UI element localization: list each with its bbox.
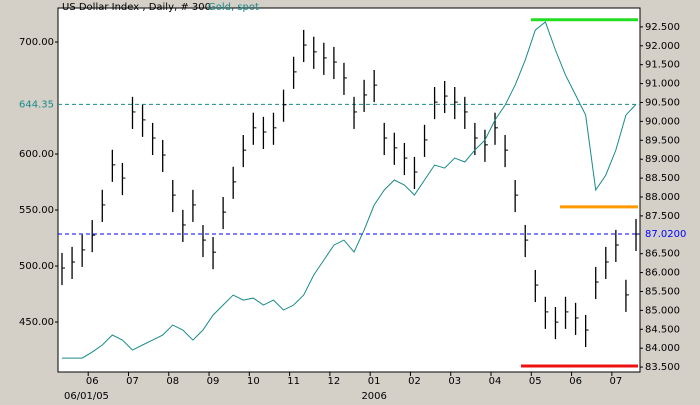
gold-line xyxy=(62,21,637,359)
x-tick-label: 09 xyxy=(207,376,220,387)
y-tick-label: 700.00 xyxy=(19,37,54,48)
x-tick-label: 03 xyxy=(448,376,461,387)
x-tick-label: 12 xyxy=(328,376,341,387)
y2-tick-label: 90.500 xyxy=(645,97,680,108)
x-tick-label: 06 xyxy=(86,376,99,387)
y2-tick-label: 86.000 xyxy=(645,268,680,279)
y2-tick-label: 89.500 xyxy=(645,135,680,146)
x-tick-label: 06 xyxy=(569,376,582,387)
y2-tick-label: 92.000 xyxy=(645,41,680,52)
y2-tick-label: 87.500 xyxy=(645,211,680,222)
legend-gold: Gold, spot xyxy=(208,2,259,13)
year-label: 2006 xyxy=(361,391,386,402)
y-tick-label: 500.00 xyxy=(19,261,54,272)
y2-tick-label: 89.000 xyxy=(645,154,680,165)
x-tick-label: 07 xyxy=(126,376,139,387)
y2-tick-label: 91.000 xyxy=(645,79,680,90)
x-tick-label: 05 xyxy=(529,376,542,387)
y2-tick-label: 84.500 xyxy=(645,324,680,335)
last-value-label: 87.0200 xyxy=(645,229,686,240)
y2-tick-label: 86.500 xyxy=(645,249,680,260)
last-value-label: 644.35 xyxy=(19,99,54,110)
x-tick-label: 04 xyxy=(489,376,502,387)
plot-area xyxy=(57,7,641,373)
x-tick-label: 11 xyxy=(287,376,300,387)
y2-tick-label: 85.000 xyxy=(645,305,680,316)
y-tick-label: 450.00 xyxy=(19,317,54,328)
y2-tick-label: 88.000 xyxy=(645,192,680,203)
y2-tick-label: 85.500 xyxy=(645,286,680,297)
y2-tick-label: 90.000 xyxy=(645,116,680,127)
x-tick-label: 08 xyxy=(166,376,179,387)
y2-tick-label: 88.500 xyxy=(645,173,680,184)
y2-tick-label: 83.500 xyxy=(645,362,680,373)
x-tick-label: 10 xyxy=(247,376,260,387)
start-date: 06/01/05 xyxy=(64,391,109,402)
x-tick-label: 02 xyxy=(408,376,421,387)
x-tick-label: 01 xyxy=(368,376,381,387)
y-tick-label: 550.00 xyxy=(19,205,54,216)
chart-title: US Dollar Index , Daily, # 300 xyxy=(62,2,211,13)
y2-tick-label: 84.000 xyxy=(645,343,680,354)
y2-tick-label: 92.500 xyxy=(645,22,680,33)
y2-tick-label: 91.500 xyxy=(645,60,680,71)
y-tick-label: 600.00 xyxy=(19,149,54,160)
x-tick-label: 07 xyxy=(609,376,622,387)
